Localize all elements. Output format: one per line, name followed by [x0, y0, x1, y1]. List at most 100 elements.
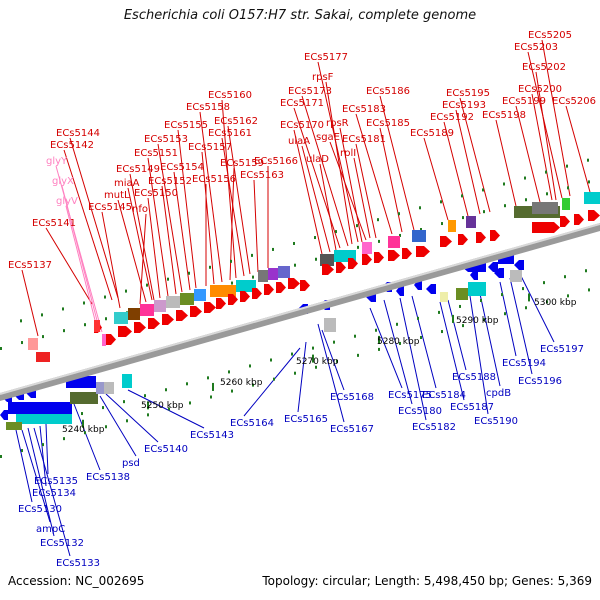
- forward-gene-label: ECs5155: [164, 120, 208, 131]
- forward-feature: [320, 254, 334, 266]
- forward-feature: [194, 289, 206, 301]
- forward-tick: [524, 176, 526, 180]
- forward-gene-arrow: [148, 318, 160, 329]
- reverse-gene-label-connector: [15, 429, 33, 503]
- scale-label: 5260 kbp: [220, 378, 263, 388]
- reverse-tick: [189, 401, 191, 405]
- forward-gene-label: rpsR: [326, 118, 349, 129]
- reverse-gene-label: ECs5165: [284, 414, 328, 425]
- forward-tick: [21, 341, 23, 345]
- genome-summary: Topology: circular; Length: 5,498,450 bp…: [262, 574, 592, 588]
- forward-tick: [63, 329, 65, 333]
- reverse-gene-label: ECs5190: [474, 416, 518, 427]
- forward-tick: [41, 313, 43, 317]
- forward-gene-arrow: [416, 246, 430, 257]
- forward-gene-label: ECs5163: [240, 170, 284, 181]
- forward-gene-label-connector: [177, 129, 197, 289]
- forward-gene-label-connector: [129, 173, 155, 301]
- forward-tick: [357, 245, 359, 249]
- forward-gene-label-connector: [355, 143, 377, 239]
- map-title: Escherichia coli O157:H7 str. Sakai, com…: [123, 8, 477, 23]
- forward-gene-label-connector: [199, 111, 223, 283]
- forward-gene-label-connector: [293, 107, 341, 249]
- scale-labels: 5240 kbp 5250 kbp 5260 kbp 5270 kbp 5280 kbp…: [62, 298, 577, 435]
- reverse-tick: [396, 322, 398, 326]
- reverse-feature: [104, 382, 114, 394]
- forward-feature: [448, 220, 456, 232]
- reverse-tick: [42, 443, 44, 447]
- forward-gene-arrow: [300, 280, 310, 291]
- forward-gene-arrow: [134, 322, 146, 333]
- forward-feature: [388, 236, 400, 248]
- reverse-tick: [210, 395, 212, 399]
- forward-gene-label: ECs5158: [186, 102, 230, 113]
- backbone-highlight: [0, 223, 600, 395]
- forward-gene-arrow: [276, 282, 286, 293]
- forward-gene-arrow: [440, 236, 452, 247]
- reverse-tick: [294, 371, 296, 375]
- forward-feature: [94, 320, 100, 332]
- forward-gene-label-connector: [161, 185, 177, 295]
- reverse-gene-label-connector: [297, 341, 307, 413]
- forward-tick: [566, 164, 568, 168]
- reverse-gene-label-connector: [33, 427, 71, 557]
- forward-feature: [180, 293, 194, 305]
- forward-tick: [483, 210, 485, 214]
- forward-tick: [335, 230, 337, 234]
- scale-label: 5290 kbp: [456, 316, 499, 326]
- forward-tick: [378, 239, 380, 243]
- gene-features: [0, 192, 600, 430]
- forward-tick: [209, 265, 211, 269]
- reverse-gene-arrow: [426, 284, 436, 294]
- forward-gene-label: ECs5150: [134, 188, 178, 199]
- forward-tick: [462, 216, 464, 220]
- reverse-tick: [585, 269, 587, 273]
- forward-feature: [532, 202, 558, 214]
- reverse-gene-label: ECs5130: [18, 504, 62, 515]
- reverse-tick: [186, 382, 188, 386]
- forward-feature: [278, 266, 290, 278]
- forward-gene-label-connector: [69, 137, 119, 299]
- reverse-feature: [96, 382, 104, 394]
- forward-tick: [377, 218, 379, 222]
- forward-gene-arrow: [228, 294, 238, 305]
- rna-feature: [102, 334, 106, 346]
- forward-gene-label: ulaD: [306, 154, 329, 165]
- forward-feature: [140, 304, 154, 316]
- reverse-tick: [81, 412, 83, 416]
- reverse-gene-label-connector: [399, 297, 427, 421]
- forward-gene-label-connector: [339, 127, 363, 243]
- forward-gene-arrow: [402, 248, 412, 259]
- forward-gene-label-connector: [353, 157, 371, 239]
- forward-gene-label-connector: [221, 99, 237, 279]
- reverse-tick: [462, 324, 464, 328]
- reverse-gene-label-connector: [73, 403, 101, 471]
- kbp-tick: [82, 419, 84, 428]
- forward-gene-label: ECs5186: [366, 86, 410, 97]
- forward-gene-label: nfo: [132, 204, 148, 215]
- forward-gene-label: ECs5166: [254, 156, 298, 167]
- forward-gene-label: ECs5206: [552, 96, 596, 107]
- reverse-gene-label-connector: [369, 307, 403, 389]
- reverse-gene-label: ECs5175: [388, 390, 432, 401]
- forward-tick: [356, 224, 358, 228]
- kbp-tick: [312, 354, 314, 363]
- forward-feature: [28, 338, 38, 350]
- reverse-gene-label: ECs5196: [518, 376, 562, 387]
- forward-gene-label-connector: [101, 211, 121, 309]
- reverse-gene-label: ECs5168: [330, 392, 374, 403]
- forward-tick: [441, 222, 443, 226]
- reverse-tick: [84, 431, 86, 435]
- forward-gene-arrow: [252, 288, 262, 299]
- reverse-gene-label: ECs5138: [86, 472, 130, 483]
- reverse-gene-label: ECs5194: [502, 358, 546, 369]
- rna-gene-label-connector: [65, 205, 99, 333]
- forward-gene-label: ECs5198: [482, 110, 526, 121]
- reverse-tick: [354, 334, 356, 338]
- forward-gene-label-connector: [565, 105, 591, 193]
- forward-gene-label-connector: [317, 61, 359, 243]
- forward-gene-label: ECs5153: [144, 134, 188, 145]
- rna-gene-label-connector: [61, 185, 101, 333]
- reverse-tick: [165, 388, 167, 392]
